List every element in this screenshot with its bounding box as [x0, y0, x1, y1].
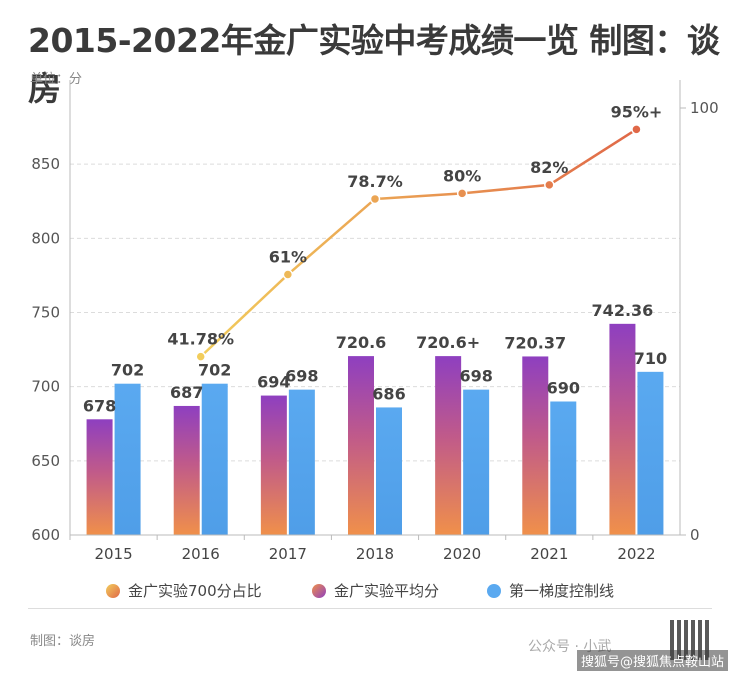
- bar-control-line: [637, 371, 664, 535]
- bar-average: [435, 356, 462, 535]
- ratio-point: [544, 179, 555, 191]
- bar-control-label: 702: [198, 361, 231, 380]
- ratio-point-label: 61%: [269, 248, 307, 267]
- y2-tick-label: 100: [690, 99, 719, 117]
- unit-label: 单位：分: [30, 72, 83, 87]
- ratio-point: [631, 124, 642, 135]
- y-tick-label: 750: [31, 304, 60, 322]
- footer-divider: [28, 608, 712, 609]
- ratio-point: [282, 269, 294, 280]
- bar-control-line: [288, 389, 315, 535]
- ratio-point-label: 95%+: [611, 102, 663, 121]
- bar-control-label: 686: [372, 384, 405, 403]
- legend-item-average: 金广实验平均分: [312, 580, 439, 601]
- bar-average: [86, 419, 113, 535]
- legend-control-swatch: [487, 583, 501, 598]
- x-tick-label: 2021: [530, 545, 568, 563]
- y-tick-label: 700: [31, 378, 60, 396]
- bar-average: [260, 395, 287, 535]
- legend-ratio-swatch: [106, 583, 120, 598]
- bar-average-label: 678: [83, 396, 116, 415]
- bar-control-line: [201, 383, 228, 535]
- legend-average-swatch: [312, 583, 326, 598]
- legend-ratio-label: 金广实验700分占比: [128, 582, 262, 600]
- footer-credit: 制图：谈房: [30, 634, 96, 649]
- combo-chart: 678702687702694698720.6686720.6+698720.3…: [31, 80, 719, 563]
- ratio-point-label: 41.78%: [167, 330, 234, 349]
- bar-average-label: 687: [170, 383, 203, 402]
- legend-item-control: 第一梯度控制线: [487, 580, 614, 601]
- bar-control-line: [114, 383, 141, 535]
- ratio-point-label: 78.7%: [347, 172, 403, 191]
- bar-control-label: 690: [547, 379, 580, 398]
- bar-control-label: 698: [459, 367, 492, 386]
- x-tick-label: 2018: [356, 545, 394, 563]
- ratio-point: [195, 351, 206, 362]
- bar-control-label: 710: [634, 349, 667, 368]
- bar-average-label: 720.6+: [416, 333, 480, 352]
- bar-control-label: 698: [285, 367, 318, 386]
- bar-average: [609, 323, 636, 535]
- legend-item-ratio: 金广实验700分占比: [106, 580, 262, 601]
- y-tick-label: 800: [31, 229, 60, 247]
- x-tick-label: 2017: [269, 545, 307, 563]
- bar-average-label: 720.6: [336, 333, 387, 352]
- ratio-line: [199, 128, 638, 358]
- legend-average-label: 金广实验平均分: [334, 582, 440, 600]
- bar-control-line: [550, 401, 577, 535]
- x-tick-label: 2016: [182, 545, 220, 563]
- page-title: 2015-2022年金广实验中考成绩一览 制图：谈房: [28, 21, 720, 108]
- bar-control-line: [376, 407, 402, 535]
- bar-average: [348, 356, 374, 535]
- y2-tick-label: 0: [690, 526, 700, 544]
- ratio-point: [369, 193, 381, 205]
- legend-control-label: 第一梯度控制线: [509, 582, 615, 600]
- ratio-point: [456, 188, 468, 199]
- y-tick-label: 850: [31, 155, 60, 173]
- y-tick-label: 650: [31, 452, 60, 470]
- y-tick-label: 600: [31, 526, 60, 544]
- ratio-point-label: 82%: [530, 158, 568, 177]
- bar-average-label: 720.37: [504, 333, 566, 352]
- bar-average: [522, 356, 549, 535]
- ratio-point-label: 80%: [443, 166, 481, 185]
- x-tick-label: 2020: [443, 545, 481, 563]
- bar-average-label: 694: [257, 373, 290, 392]
- bar-average-label: 742.36: [592, 301, 654, 320]
- bar-control-line: [463, 389, 490, 535]
- bar-control-label: 702: [111, 361, 144, 380]
- watermark: 搜狐号@搜狐焦点鞍山站: [576, 650, 728, 671]
- x-tick-label: 2022: [617, 545, 655, 563]
- bar-average: [173, 405, 200, 535]
- x-tick-label: 2015: [94, 545, 132, 563]
